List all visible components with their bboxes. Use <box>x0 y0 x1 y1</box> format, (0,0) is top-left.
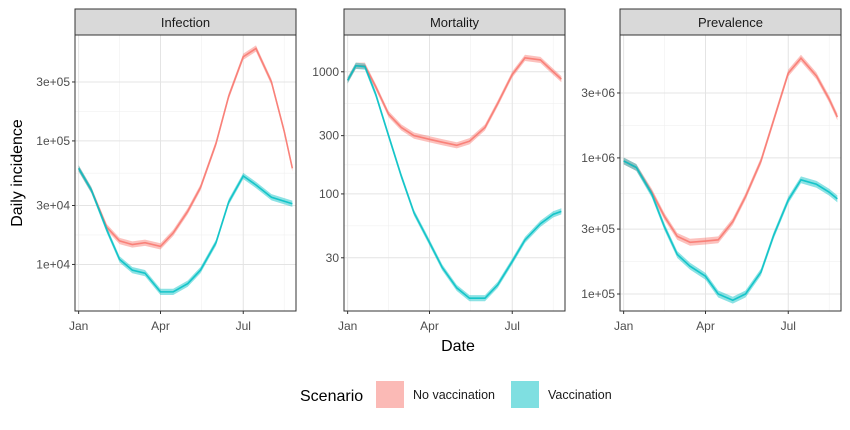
mortality-plot-bg <box>344 35 565 311</box>
legend-title: Scenario <box>300 388 363 405</box>
infection-strip-title: Infection <box>161 15 210 30</box>
mortality-y-tick-label: 100 <box>319 187 339 201</box>
mortality-line-vaccination <box>346 64 562 300</box>
infection-y-tick-label: 3e+04 <box>36 199 70 213</box>
prevalence-x-tick-label: Jul <box>781 319 796 333</box>
mortality-line-no-vaccination <box>346 56 562 147</box>
prevalence-y-tick-label: 1e+05 <box>581 287 615 301</box>
infection-y-tick-label: 1e+04 <box>36 257 70 271</box>
infection-line-vaccination <box>77 167 293 293</box>
infection-y-tick-label: 1e+05 <box>36 134 70 148</box>
prevalence-line-no-vaccination <box>623 57 839 244</box>
prevalence-strip-title: Prevalence <box>698 15 763 30</box>
legend-label-no-vaccination: No vaccination <box>413 388 495 402</box>
prevalence-line-vaccination <box>623 160 838 302</box>
infection-line-no-vaccination <box>77 47 294 248</box>
prevalence-x-tick-label: Apr <box>696 319 715 333</box>
prevalence-y-tick-label: 3e+06 <box>581 86 615 100</box>
prevalence-x-tick-label: Jan <box>614 319 633 333</box>
prevalence-plot-bg <box>620 35 841 311</box>
prevalence-y-tick-label: 3e+05 <box>581 222 615 236</box>
mortality-strip <box>343 8 566 36</box>
infection-y-tick-label: 3e+05 <box>36 75 70 89</box>
y-axis-title: Daily incidence <box>9 119 26 227</box>
mortality-strip-title: Mortality <box>430 15 480 30</box>
x-axis-title: Date <box>441 338 475 355</box>
infection-strip <box>74 8 297 36</box>
mortality-y-tick-label: 300 <box>319 129 339 143</box>
infection-x-tick-label: Apr <box>151 319 170 333</box>
mortality-y-tick-label: 30 <box>326 251 340 265</box>
prevalence-y-tick-label: 1e+06 <box>581 151 615 165</box>
legend-key-no-vaccination <box>376 381 404 408</box>
prevalence-strip <box>619 8 842 36</box>
infection-x-tick-label: Jul <box>236 319 251 333</box>
legend-label-vaccination: Vaccination <box>548 388 612 402</box>
mortality-ribbon-no-vaccination <box>347 54 562 149</box>
mortality-x-tick-label: Jul <box>505 319 520 333</box>
infection-x-tick-label: Jan <box>69 319 88 333</box>
mortality-x-tick-label: Apr <box>420 319 439 333</box>
mortality-x-tick-label: Jan <box>338 319 357 333</box>
legend-key-vaccination <box>511 381 539 408</box>
prevalence-ribbon-no-vaccination <box>623 54 838 246</box>
mortality-y-tick-label: 1000 <box>312 65 339 79</box>
